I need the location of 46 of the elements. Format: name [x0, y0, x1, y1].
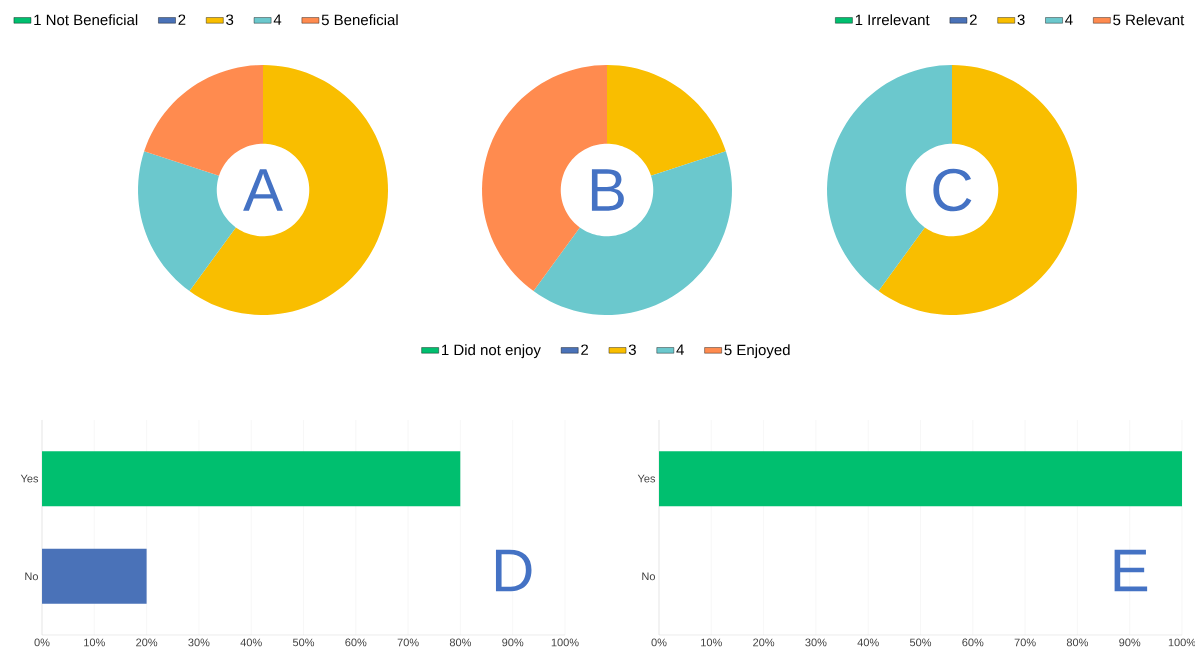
text: C [933, 168, 972, 212]
x-tick-label: 60% [962, 638, 984, 647]
text: B [591, 169, 624, 211]
legend-label: 5 Enjoyed [724, 344, 790, 359]
legend-label: 5 Beneficial [321, 14, 398, 26]
legend-label: 4 [676, 344, 684, 355]
x-tick-label: 90% [1119, 638, 1141, 647]
x-tick-label: 10% [84, 638, 105, 647]
x-tick-label: 70% [397, 638, 419, 647]
x-tick-label: 50% [909, 638, 932, 647]
legend-label: 3 [628, 344, 636, 355]
x-tick-label: 0% [34, 638, 50, 647]
y-tick-label: No [25, 572, 38, 581]
x-tick-label: 100% [1168, 638, 1195, 647]
legend-label: 2 [581, 344, 589, 355]
y-tick-label: Yes [637, 474, 656, 483]
legend-label: 1 Irrelevant [855, 14, 930, 26]
legend-label: 4 [273, 14, 282, 25]
legend-label: 3 [226, 14, 234, 25]
x-tick-label: 30% [188, 638, 210, 647]
x-tick-label: 90% [502, 638, 524, 647]
x-tick-label: 20% [753, 638, 775, 647]
legend-label: 3 [1017, 14, 1025, 25]
x-tick-label: 50% [292, 638, 315, 647]
text: A [243, 169, 283, 211]
x-tick-label: 0% [651, 638, 667, 647]
legend-label: 1 Not Beneficial [34, 14, 138, 26]
x-tick-label: 80% [449, 638, 472, 647]
x-tick-label: 30% [805, 638, 827, 647]
legend-label: 5 Relevant [1113, 14, 1185, 26]
legend-label: 2 [969, 14, 977, 25]
x-tick-label: 60% [345, 638, 367, 647]
annotation: D [495, 549, 532, 592]
x-tick-label: 100% [551, 638, 579, 647]
x-tick-label: 70% [1014, 638, 1036, 647]
y-tick-label: No [642, 572, 655, 581]
legend-label: 4 [1065, 14, 1073, 25]
x-tick-label: 80% [1066, 638, 1088, 647]
x-tick-label: 40% [857, 638, 879, 647]
legend-label: 1 Did not enjoy [442, 344, 541, 359]
legend-label: 2 [178, 14, 186, 25]
x-tick-label: 10% [701, 638, 722, 647]
y-tick-label: Yes [20, 474, 39, 483]
x-tick-label: 20% [136, 638, 158, 647]
x-tick-label: 40% [240, 638, 262, 647]
annotation: E [1114, 549, 1148, 592]
